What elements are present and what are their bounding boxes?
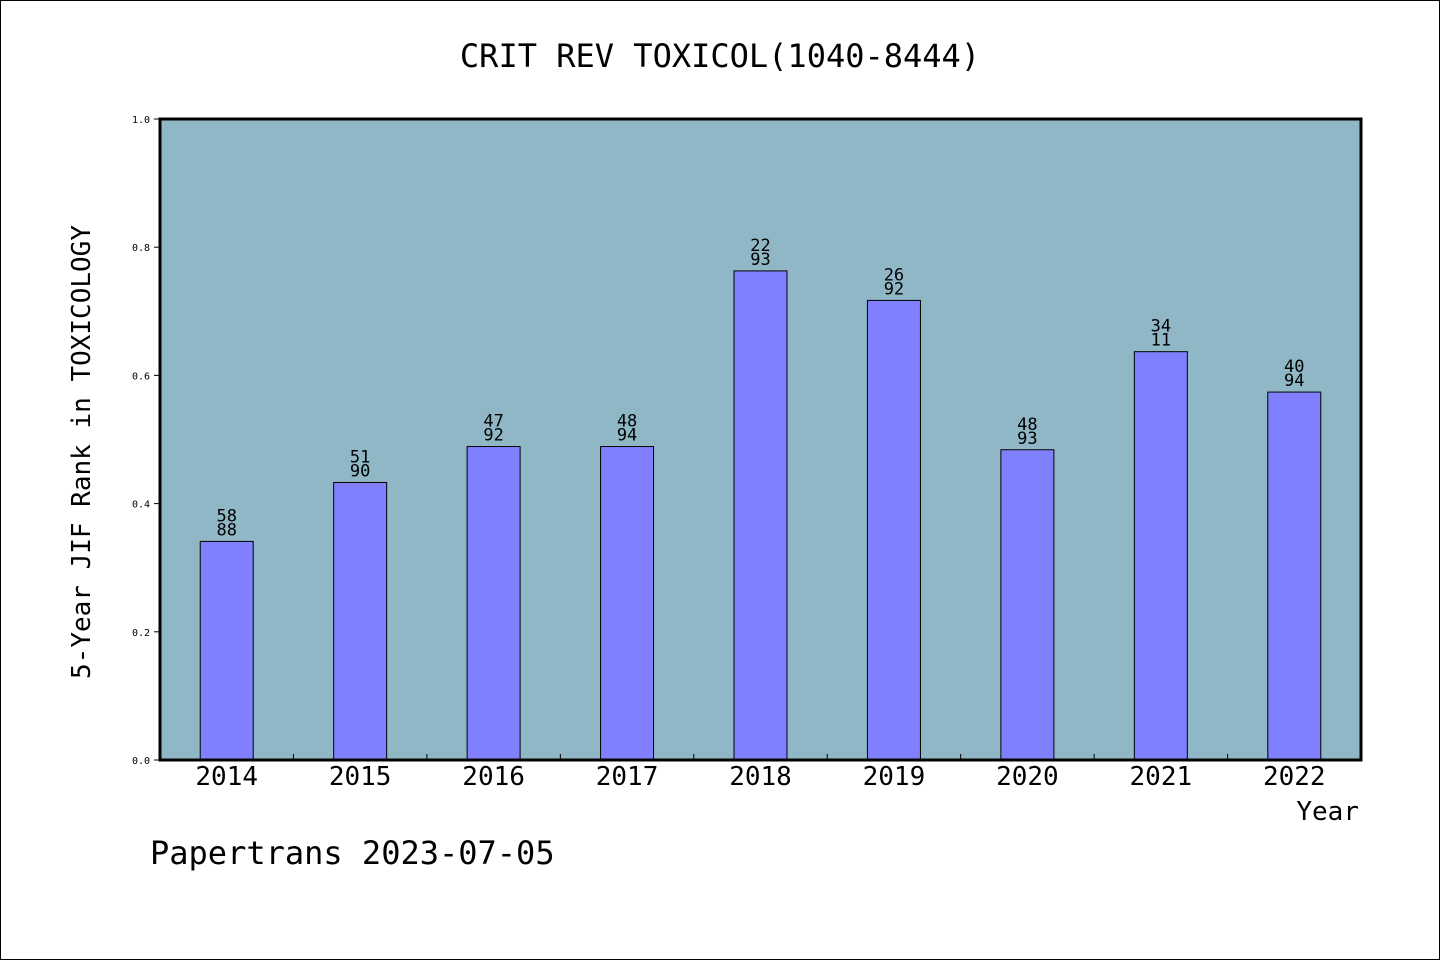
bar-label-top-2021: 34 — [1151, 317, 1171, 337]
bar-label-top-2022: 40 — [1284, 357, 1304, 377]
bars-group — [199, 270, 1322, 761]
bar-label-top-2018: 22 — [750, 236, 770, 256]
watermark-text: Papertrans 2023-07-05 — [150, 834, 555, 872]
x-tick-label-2016: 2016 — [462, 762, 525, 792]
bar-label-bottom-2015: 90 — [350, 461, 370, 481]
x-tick-label-2018: 2018 — [729, 762, 792, 792]
bar-label-top-2016: 47 — [483, 412, 503, 432]
bar-label-bottom-2021: 11 — [1151, 331, 1171, 351]
plot-border — [158, 117, 1363, 762]
bar-label-top-2020: 48 — [1017, 415, 1037, 435]
bar-2018 — [733, 270, 788, 761]
bar-label-top-2017: 48 — [617, 412, 637, 432]
bar-2014 — [199, 540, 254, 761]
bar-label-bottom-2018: 93 — [750, 250, 770, 270]
x-tick-label-2014: 2014 — [195, 762, 258, 792]
bar-2022 — [1267, 391, 1322, 761]
x-tick-label-2021: 2021 — [1130, 762, 1193, 792]
bar-2015 — [333, 481, 388, 761]
bar-label-bottom-2017: 94 — [617, 426, 637, 446]
chart-title: CRIT REV TOXICOL(1040-8444) — [460, 37, 980, 75]
y-tick-label: 0.0 — [132, 756, 150, 767]
bar-label-bottom-2014: 88 — [216, 520, 236, 540]
bar-2016 — [466, 446, 521, 761]
bar-2017 — [600, 446, 655, 761]
bar-2020 — [1000, 449, 1055, 761]
bar-label-top-2015: 51 — [350, 447, 370, 467]
y-tick-label: 0.8 — [132, 243, 150, 254]
x-tick-label-2022: 2022 — [1263, 762, 1326, 792]
x-axis-label: Year — [1296, 797, 1359, 827]
bar-label-bottom-2016: 92 — [483, 426, 503, 446]
x-axis-ticks: 2014 2015 2016 2017 2018 2019 2020 2021 2022 — [195, 754, 1326, 792]
y-tick-label: 0.4 — [132, 500, 150, 511]
bar-label-bottom-2022: 94 — [1284, 371, 1304, 391]
x-tick-label-2017: 2017 — [596, 762, 659, 792]
y-tick-label: 0.6 — [132, 371, 150, 382]
bar-label-bottom-2020: 93 — [1017, 429, 1037, 449]
x-tick-label-2015: 2015 — [329, 762, 392, 792]
y-tick-label: 0.2 — [132, 628, 150, 639]
bar-label-top-2014: 58 — [216, 506, 236, 526]
y-axis-ticks: 0.0 0.2 0.4 0.6 0.8 1.0 — [132, 115, 160, 767]
bar-label-top-2019: 26 — [884, 265, 904, 285]
y-tick-label: 1.0 — [132, 115, 150, 126]
y-axis-label: 5-Year JIF Rank in TOXICOLOGY — [67, 225, 97, 679]
bar-2019 — [866, 299, 921, 761]
x-tick-label-2019: 2019 — [863, 762, 926, 792]
bar-2021 — [1133, 351, 1188, 761]
bar-label-bottom-2019: 92 — [884, 279, 904, 299]
x-tick-label-2020: 2020 — [996, 762, 1059, 792]
